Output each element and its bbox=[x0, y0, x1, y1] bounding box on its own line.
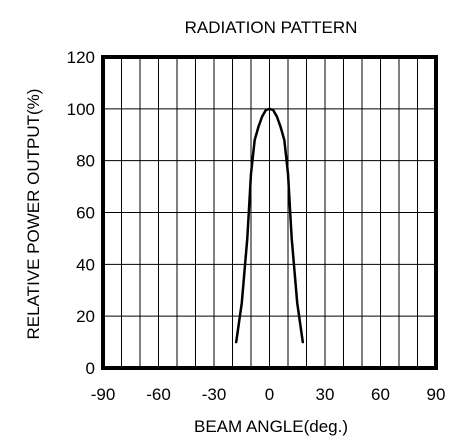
y-tick-label: 100 bbox=[67, 100, 95, 119]
y-tick-label: 60 bbox=[76, 204, 95, 223]
x-tick-label: -60 bbox=[146, 385, 171, 404]
series-line bbox=[234, 107, 305, 344]
grid-layer bbox=[103, 57, 436, 368]
x-tick-label: -30 bbox=[202, 385, 227, 404]
x-tick-label: -90 bbox=[91, 385, 116, 404]
x-tick-label: 30 bbox=[316, 385, 335, 404]
x-tick-label: 90 bbox=[427, 385, 446, 404]
y-tick-label: 80 bbox=[76, 152, 95, 171]
x-tick-label: 0 bbox=[265, 385, 274, 404]
series-layer bbox=[234, 107, 305, 344]
y-axis-label: RELATIVE POWER OUTPUT(%) bbox=[24, 89, 43, 340]
tick-layer: -90 -60 -30 0 30 60 90 0 20 40 60 80 100 120 bbox=[67, 48, 446, 404]
y-tick-label: 0 bbox=[86, 359, 95, 378]
x-axis-label: BEAM ANGLE(deg.) bbox=[194, 417, 348, 436]
x-tick-label: 60 bbox=[371, 385, 390, 404]
y-tick-label: 120 bbox=[67, 48, 95, 67]
chart-title: RADIATION PATTERN bbox=[185, 18, 358, 37]
y-tick-label: 40 bbox=[76, 255, 95, 274]
plot-frame bbox=[101, 55, 438, 370]
y-tick-label: 20 bbox=[76, 307, 95, 326]
